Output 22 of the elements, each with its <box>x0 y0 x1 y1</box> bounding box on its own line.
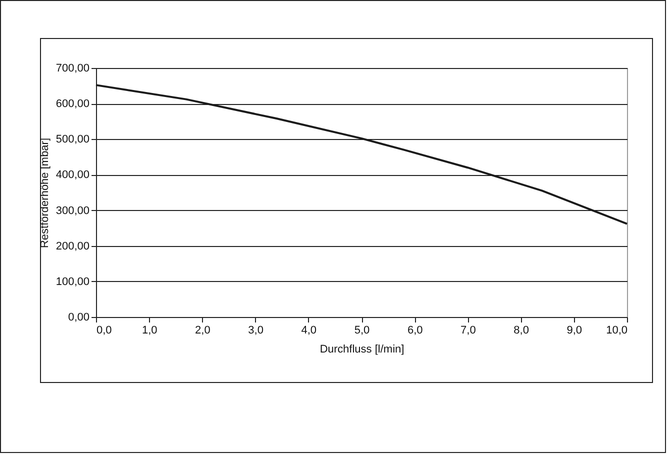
x-tick-label: 7,0 <box>460 324 476 336</box>
y-tick-label: 100,00 <box>56 276 90 288</box>
y-tick-label: 600,00 <box>56 98 90 110</box>
y-tick-label: 500,00 <box>56 134 90 146</box>
x-tick-label: 3,0 <box>248 324 264 336</box>
y-tick-label: 700,00 <box>56 62 90 74</box>
line-series <box>95 84 628 225</box>
y-tick-label: 200,00 <box>56 240 90 252</box>
y-tick-label: 0,00 <box>68 312 90 324</box>
x-tick-label: 10,0 <box>606 324 628 336</box>
y-tick-label: 300,00 <box>56 204 90 217</box>
x-axis-title: Durchfluss [l/min] <box>320 344 404 356</box>
x-tick-label: 5,0 <box>354 324 370 336</box>
y-axis-title: Restförderhöhe [mbar] <box>38 138 51 248</box>
x-tick-label: 6,0 <box>407 324 423 336</box>
x-tick-label: 0,0 <box>96 324 112 336</box>
y-tick-label: 400,00 <box>56 169 90 182</box>
x-tick-label: 1,0 <box>142 324 158 336</box>
x-tick-label: 9,0 <box>566 324 582 336</box>
x-tick-label: 2,0 <box>195 324 210 336</box>
x-tick-label: 4,0 <box>301 324 317 336</box>
x-tick-label: 8,0 <box>514 324 529 336</box>
